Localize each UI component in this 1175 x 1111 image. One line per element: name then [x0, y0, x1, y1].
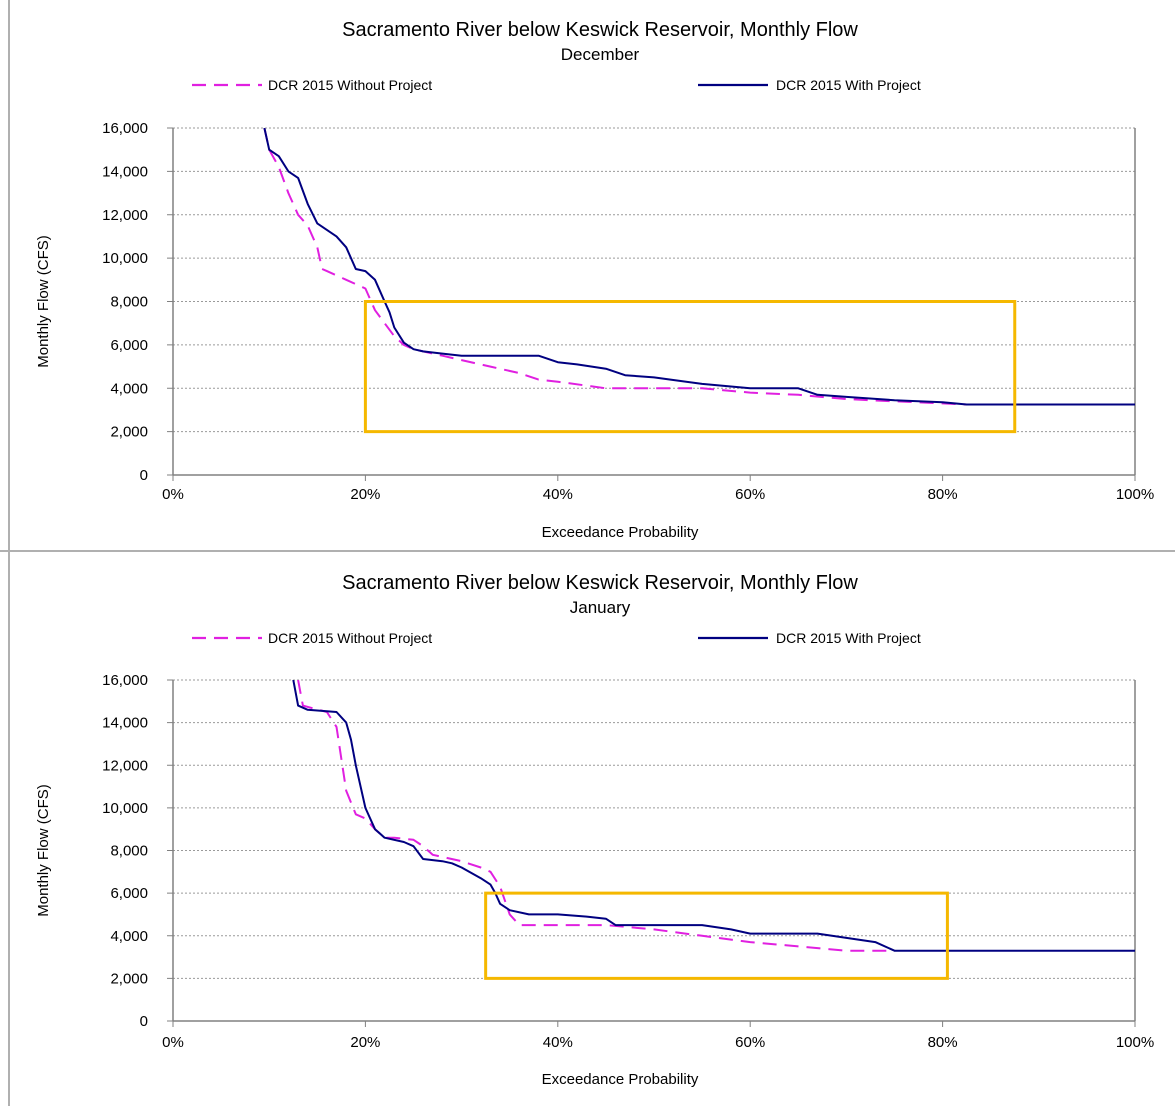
y-tick-label: 14,000 — [102, 715, 148, 732]
highlight-box — [363, 300, 1017, 434]
chart-january: Sacramento River below Keswick Reservoir… — [35, 572, 1154, 1088]
series-line-without-project — [297, 680, 895, 952]
x-tick-label: 20% — [350, 486, 380, 503]
x-tick-label: 40% — [543, 1034, 573, 1051]
chart-panel-december: Sacramento River below Keswick Reservoir… — [0, 0, 1175, 550]
y-tick-label: 0 — [140, 467, 148, 484]
x-tick-label: 40% — [543, 486, 573, 503]
legend-label-without-project: DCR 2015 Without Project — [268, 77, 432, 93]
x-tick-label: 80% — [928, 486, 958, 503]
y-tick-label: 16,000 — [102, 672, 148, 689]
x-tick-label: 0% — [162, 486, 184, 503]
y-tick-label: 16,000 — [102, 120, 148, 137]
y-tick-label: 4,000 — [110, 928, 148, 945]
x-tick-label: 100% — [1116, 486, 1154, 503]
y-tick-label: 14,000 — [102, 163, 148, 180]
y-axis-label: Monthly Flow (CFS) — [35, 235, 52, 368]
chart-panel-january: Sacramento River below Keswick Reservoir… — [0, 552, 1175, 1106]
x-tick-label: 100% — [1116, 1034, 1154, 1051]
y-tick-label: 6,000 — [110, 337, 148, 354]
y-tick-label: 12,000 — [102, 207, 148, 224]
chart-december: Sacramento River below Keswick Reservoir… — [35, 19, 1154, 541]
x-tick-label: 60% — [735, 486, 765, 503]
series-line-with-project — [292, 680, 1135, 952]
y-tick-label: 10,000 — [102, 250, 148, 267]
y-tick-label: 12,000 — [102, 757, 148, 774]
y-tick-label: 2,000 — [110, 970, 148, 987]
x-tick-label: 20% — [350, 1034, 380, 1051]
series-line-without-project — [263, 128, 967, 406]
x-axis-label: Exceedance Probability — [542, 524, 699, 541]
highlight-box — [484, 891, 949, 980]
y-axis-label: Monthly Flow (CFS) — [35, 784, 52, 917]
chart-subtitle: January — [570, 598, 631, 617]
x-tick-label: 60% — [735, 1034, 765, 1051]
y-tick-label: 6,000 — [110, 885, 148, 902]
y-tick-label: 8,000 — [110, 843, 148, 860]
x-tick-label: 0% — [162, 1034, 184, 1051]
series-line-with-project — [263, 128, 1135, 406]
x-axis-label: Exceedance Probability — [542, 1071, 699, 1088]
x-tick-label: 80% — [928, 1034, 958, 1051]
y-tick-label: 10,000 — [102, 800, 148, 817]
y-tick-label: 0 — [140, 1013, 148, 1030]
panel-divider — [0, 550, 1175, 552]
legend-label-without-project: DCR 2015 Without Project — [268, 630, 432, 646]
y-tick-label: 8,000 — [110, 294, 148, 311]
y-tick-label: 2,000 — [110, 424, 148, 441]
legend-label-with-project: DCR 2015 With Project — [776, 630, 921, 646]
chart-title: Sacramento River below Keswick Reservoir… — [342, 572, 858, 594]
chart-title: Sacramento River below Keswick Reservoir… — [342, 19, 858, 41]
legend-label-with-project: DCR 2015 With Project — [776, 77, 921, 93]
figure-left-border — [8, 0, 10, 1106]
y-tick-label: 4,000 — [110, 380, 148, 397]
chart-subtitle: December — [561, 45, 640, 64]
